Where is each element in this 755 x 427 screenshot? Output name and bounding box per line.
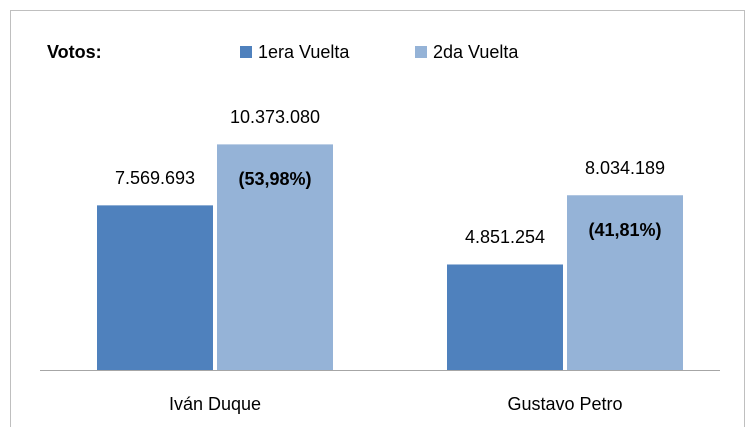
legend-label: 1era Vuelta <box>258 42 350 62</box>
legend-swatch <box>240 46 252 58</box>
bar <box>217 144 333 370</box>
value-label: 4.851.254 <box>465 227 545 247</box>
x-tick-label: Iván Duque <box>169 394 261 414</box>
bar <box>447 264 563 370</box>
value-label: 8.034.189 <box>585 158 665 178</box>
chart-frame <box>10 10 745 427</box>
value-label: 7.569.693 <box>115 168 195 188</box>
bar <box>567 195 683 370</box>
x-tick-label: Gustavo Petro <box>507 394 622 414</box>
percent-label: (53,98%) <box>238 169 311 189</box>
percent-label: (41,81%) <box>588 220 661 240</box>
bar <box>97 205 213 370</box>
legend-label: 2da Vuelta <box>433 42 519 62</box>
legend-swatch <box>415 46 427 58</box>
chart-title: Votos: <box>47 42 102 62</box>
value-label: 10.373.080 <box>230 107 320 127</box>
